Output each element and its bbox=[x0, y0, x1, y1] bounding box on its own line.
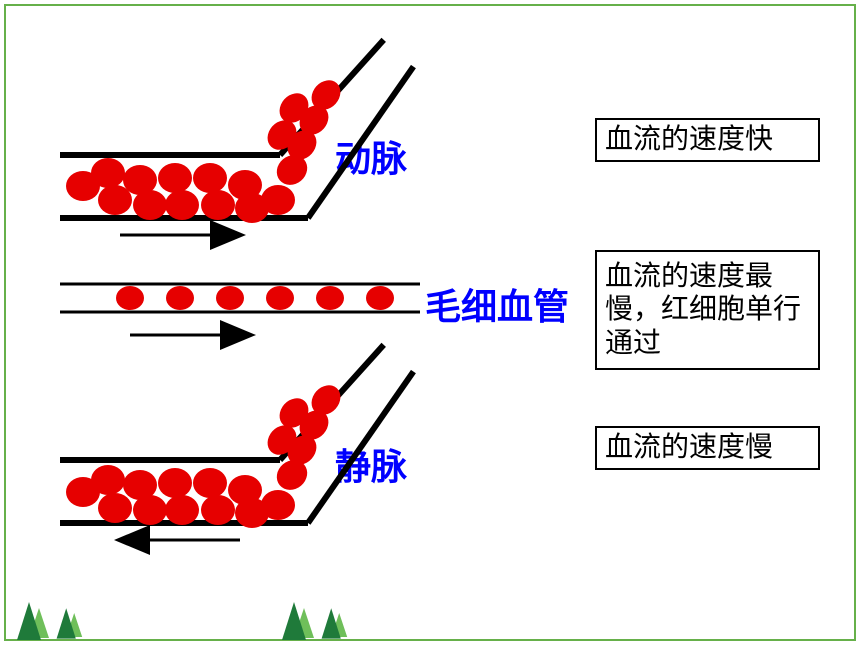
red-blood-cell bbox=[158, 468, 192, 498]
red-blood-cell bbox=[91, 158, 125, 188]
tree-icon bbox=[322, 608, 348, 638]
red-blood-cell bbox=[116, 286, 144, 310]
red-blood-cell bbox=[193, 468, 227, 498]
red-blood-cell bbox=[261, 185, 295, 215]
red-blood-cell bbox=[201, 190, 235, 220]
tree-icon bbox=[17, 602, 49, 640]
tree-icon bbox=[282, 602, 314, 640]
red-blood-cell bbox=[216, 286, 244, 310]
tree-icon bbox=[57, 608, 83, 638]
red-blood-cell bbox=[316, 286, 344, 310]
vessel-diagram bbox=[0, 0, 860, 645]
artery-vessel bbox=[60, 40, 413, 235]
red-blood-cell bbox=[261, 490, 295, 520]
red-blood-cell bbox=[166, 286, 194, 310]
red-blood-cell bbox=[201, 495, 235, 525]
red-blood-cell bbox=[98, 493, 132, 523]
red-blood-cell bbox=[91, 465, 125, 495]
red-blood-cell bbox=[266, 286, 294, 310]
red-blood-cell bbox=[133, 190, 167, 220]
red-blood-cell bbox=[165, 190, 199, 220]
red-blood-cell bbox=[366, 286, 394, 310]
vein-vessel bbox=[60, 345, 413, 540]
capillary-vessel bbox=[60, 284, 420, 335]
red-blood-cell bbox=[193, 163, 227, 193]
red-blood-cell bbox=[165, 495, 199, 525]
red-blood-cell bbox=[133, 495, 167, 525]
red-blood-cell bbox=[158, 163, 192, 193]
